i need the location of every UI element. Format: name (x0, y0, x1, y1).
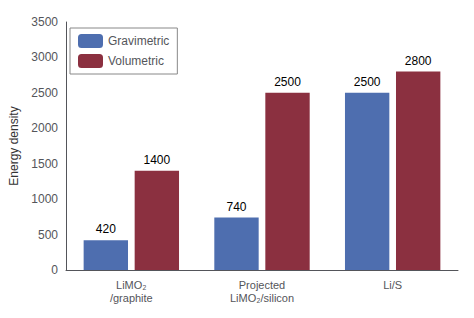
svg-text:1000: 1000 (31, 192, 58, 206)
svg-text:Projected: Projected (239, 279, 285, 291)
svg-text:LiMO₂/silicon: LiMO₂/silicon (230, 292, 294, 304)
svg-text:740: 740 (226, 200, 246, 214)
svg-text:3000: 3000 (31, 50, 58, 64)
svg-text:2000: 2000 (31, 121, 58, 135)
svg-text:Li/S: Li/S (383, 279, 402, 291)
svg-text:2500: 2500 (274, 75, 301, 89)
svg-text:1400: 1400 (143, 153, 170, 167)
svg-text:2500: 2500 (31, 86, 58, 100)
svg-text:Volumetric: Volumetric (108, 54, 164, 68)
svg-text:2800: 2800 (405, 54, 432, 68)
svg-text:/graphite: /graphite (110, 292, 153, 304)
svg-text:0: 0 (51, 263, 58, 277)
svg-text:1500: 1500 (31, 157, 58, 171)
svg-text:3500: 3500 (31, 15, 58, 29)
svg-text:LiMO₂: LiMO₂ (116, 279, 147, 291)
svg-text:Energy density: Energy density (7, 106, 21, 185)
svg-text:Gravimetric: Gravimetric (108, 34, 169, 48)
svg-text:2500: 2500 (354, 75, 381, 89)
svg-text:420: 420 (96, 222, 116, 236)
svg-text:500: 500 (38, 228, 58, 242)
